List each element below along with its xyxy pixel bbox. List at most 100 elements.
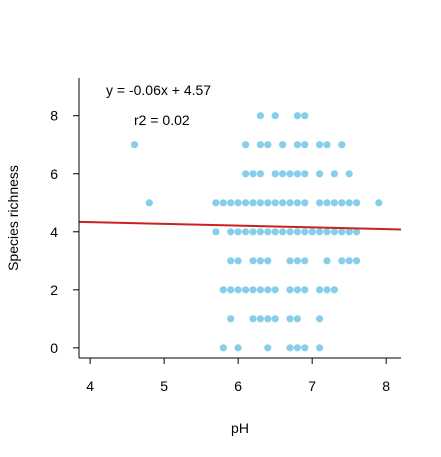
points-layer <box>130 112 383 352</box>
data-point-60 <box>323 228 331 236</box>
data-point-37 <box>293 199 301 207</box>
equation-label: y = -0.06x + 4.57 <box>106 82 211 98</box>
data-point-1 <box>145 199 153 207</box>
data-point-96 <box>286 315 294 323</box>
data-point-22 <box>301 170 309 178</box>
data-point-12 <box>316 141 324 149</box>
data-point-45 <box>375 199 383 207</box>
data-point-80 <box>242 286 250 294</box>
data-point-59 <box>316 228 324 236</box>
data-point-15 <box>242 170 250 178</box>
data-point-75 <box>345 257 353 265</box>
data-point-83 <box>264 286 272 294</box>
data-point-92 <box>249 315 257 323</box>
data-point-58 <box>308 228 316 236</box>
data-point-27 <box>219 199 227 207</box>
data-point-3 <box>271 112 279 120</box>
data-point-90 <box>330 286 338 294</box>
data-point-93 <box>256 315 264 323</box>
data-point-84 <box>271 286 279 294</box>
data-point-35 <box>279 199 287 207</box>
data-point-105 <box>316 344 324 352</box>
data-point-62 <box>338 228 346 236</box>
data-point-82 <box>256 286 264 294</box>
data-point-68 <box>256 257 264 265</box>
data-point-100 <box>234 344 242 352</box>
data-point-20 <box>286 170 294 178</box>
data-point-18 <box>271 170 279 178</box>
data-point-16 <box>249 170 257 178</box>
data-point-54 <box>279 228 287 236</box>
data-point-102 <box>286 344 294 352</box>
data-point-78 <box>227 286 235 294</box>
data-point-98 <box>316 315 324 323</box>
data-point-77 <box>219 286 227 294</box>
data-point-46 <box>212 228 220 236</box>
data-point-87 <box>301 286 309 294</box>
data-point-25 <box>345 170 353 178</box>
data-point-26 <box>212 199 220 207</box>
data-point-103 <box>293 344 301 352</box>
x-tick-label-6: 6 <box>234 378 242 394</box>
data-point-9 <box>279 141 287 149</box>
data-point-43 <box>345 199 353 207</box>
data-point-6 <box>242 141 250 149</box>
data-point-13 <box>323 141 331 149</box>
data-point-14 <box>338 141 346 149</box>
data-point-55 <box>286 228 294 236</box>
data-point-11 <box>301 141 309 149</box>
data-point-47 <box>227 228 235 236</box>
y-tick-label-0: 0 <box>50 340 58 356</box>
data-point-17 <box>256 170 264 178</box>
data-point-23 <box>316 170 324 178</box>
x-tick-label-5: 5 <box>160 378 168 394</box>
data-point-97 <box>293 315 301 323</box>
data-point-10 <box>293 141 301 149</box>
data-point-39 <box>316 199 324 207</box>
data-point-2 <box>256 112 264 120</box>
data-point-7 <box>256 141 264 149</box>
x-tick-label-7: 7 <box>308 378 316 394</box>
data-point-91 <box>227 315 235 323</box>
data-point-42 <box>338 199 346 207</box>
data-point-65 <box>227 257 235 265</box>
data-point-76 <box>353 257 361 265</box>
regression-line-layer <box>78 220 402 231</box>
data-point-94 <box>264 315 272 323</box>
data-point-69 <box>264 257 272 265</box>
data-point-31 <box>249 199 257 207</box>
data-point-95 <box>271 315 279 323</box>
x-axis-label: pH <box>231 420 249 436</box>
data-point-81 <box>249 286 257 294</box>
data-point-71 <box>293 257 301 265</box>
data-point-33 <box>264 199 272 207</box>
data-point-56 <box>293 228 301 236</box>
data-point-19 <box>279 170 287 178</box>
data-point-51 <box>256 228 264 236</box>
data-point-0 <box>130 141 139 149</box>
data-point-53 <box>271 228 279 236</box>
data-point-88 <box>316 286 324 294</box>
data-point-48 <box>234 228 242 236</box>
data-point-101 <box>264 344 272 352</box>
data-point-72 <box>301 257 309 265</box>
x-tick-label-8: 8 <box>382 378 390 394</box>
data-point-36 <box>286 199 294 207</box>
regression-line <box>78 220 402 231</box>
data-point-8 <box>264 141 272 149</box>
x-ticks: 4 5 6 7 8 <box>86 358 390 394</box>
data-point-64 <box>353 228 361 236</box>
x-tick-label-4: 4 <box>86 378 94 394</box>
data-point-50 <box>249 228 257 236</box>
y-tick-label-6: 6 <box>50 166 58 182</box>
data-point-49 <box>242 228 250 236</box>
y-tick-label-2: 2 <box>50 282 58 298</box>
data-point-34 <box>271 199 279 207</box>
data-point-73 <box>323 257 331 265</box>
data-point-89 <box>323 286 331 294</box>
data-point-29 <box>234 199 242 207</box>
data-point-70 <box>286 257 294 265</box>
y-ticks: 0 2 4 6 8 <box>50 108 79 356</box>
data-point-4 <box>293 112 301 120</box>
data-point-5 <box>301 112 309 120</box>
